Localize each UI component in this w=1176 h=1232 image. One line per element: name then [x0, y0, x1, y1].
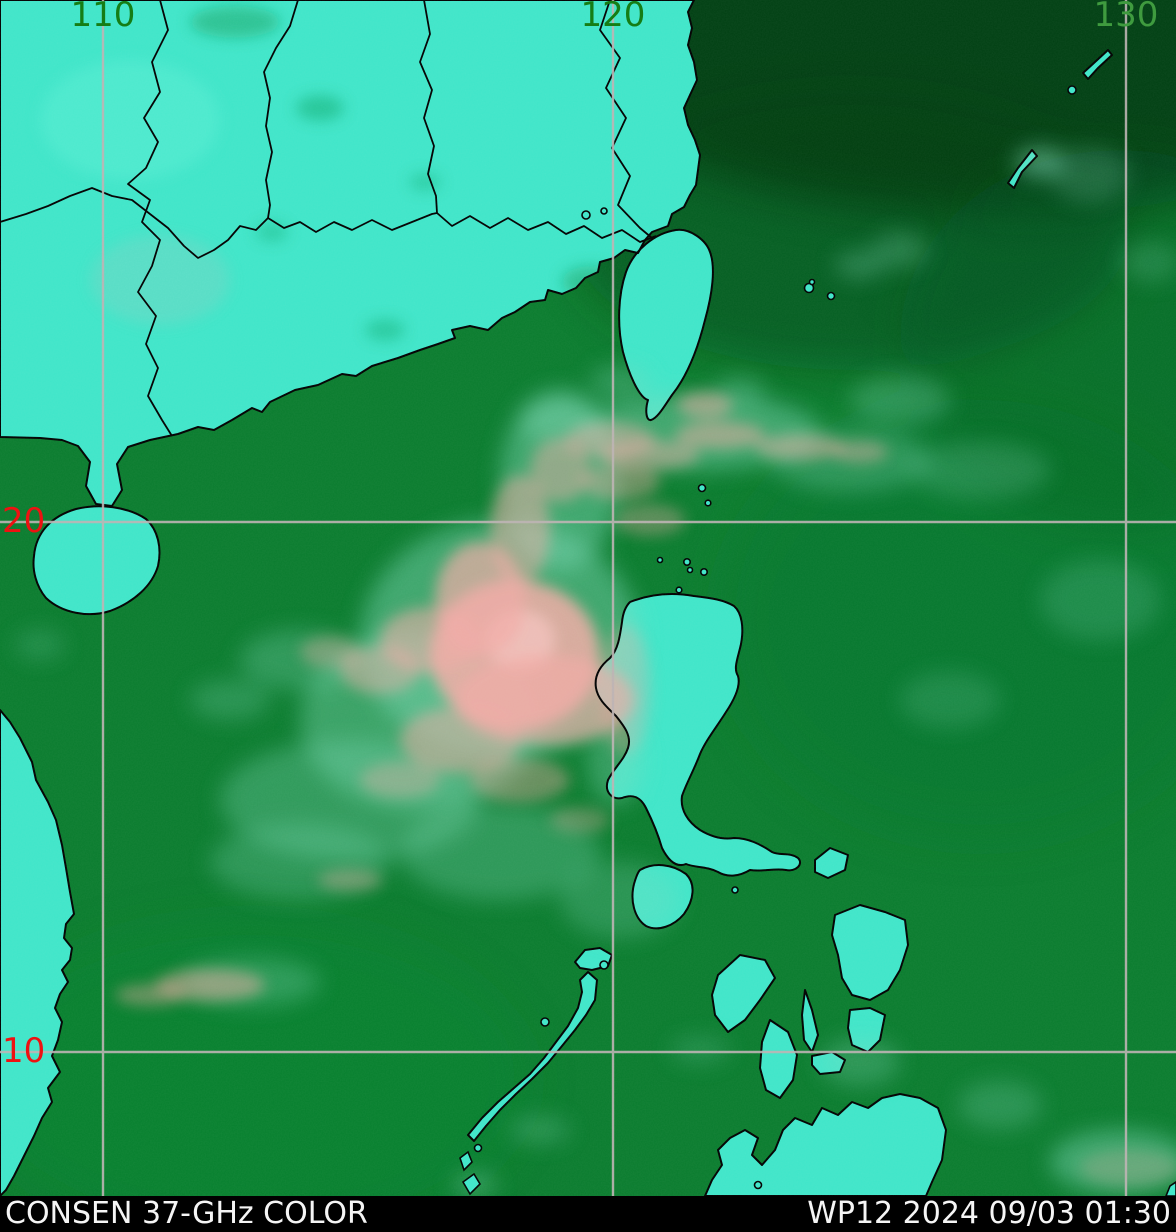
image-grain-overlay	[0, 0, 1176, 1196]
latitude-label-10: 10	[2, 1031, 46, 1071]
storm-datetime-label: WP12 2024 09/03 01:30	[807, 1196, 1171, 1231]
product-info-bar: CONSEN 37-GHz COLOR WP12 2024 09/03 01:3…	[0, 1196, 1176, 1232]
longitude-label-130: 130	[1093, 0, 1159, 35]
satellite-map	[0, 0, 1176, 1196]
longitude-label-110: 110	[70, 0, 136, 35]
product-name-label: CONSEN 37-GHz COLOR	[5, 1196, 368, 1231]
gridlines	[0, 0, 1176, 1196]
latitude-label-20: 20	[2, 501, 46, 541]
longitude-label-120: 120	[580, 0, 646, 35]
